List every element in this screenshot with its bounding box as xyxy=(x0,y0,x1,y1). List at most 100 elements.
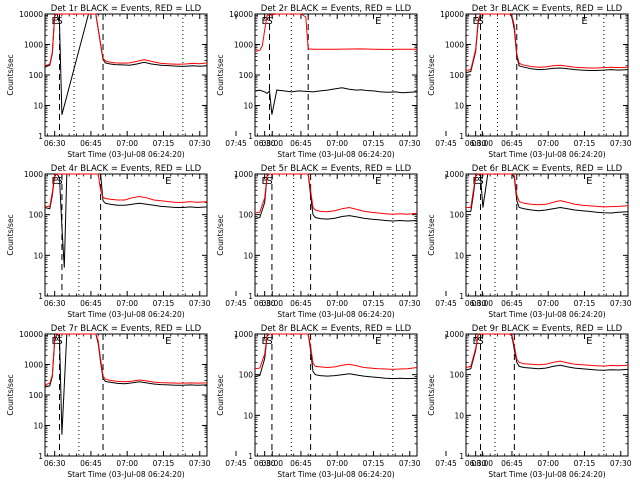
x-tick-label: 07:45 xyxy=(225,459,247,468)
x-tick-label: 07:45 xyxy=(435,139,457,148)
chart-panel-8: Det 8r BLACK = Events, RED = LLD11010010… xyxy=(216,324,493,479)
marker-label-e: E xyxy=(581,16,587,27)
x-tick-label: 06:45 xyxy=(290,139,312,148)
x-tick-label: 07:30 xyxy=(610,459,632,468)
y-tick-label: 1 xyxy=(248,132,253,141)
x-tick-label: 06:45 xyxy=(501,459,523,468)
x-tick-label: 07:45 xyxy=(225,299,247,308)
lld-series-line xyxy=(44,13,208,67)
marker-label-e: E xyxy=(586,176,592,187)
x-axis-label: Start Time (03-Jul-08 06:24:20) xyxy=(488,470,605,479)
x-axis-label: Start Time (03-Jul-08 06:24:20) xyxy=(277,150,394,159)
y-tick-label: 10 xyxy=(243,251,253,260)
marker-label-e: E xyxy=(473,336,479,347)
marker-label-e: E xyxy=(375,16,381,27)
y-tick-label: 1000 xyxy=(445,330,464,339)
marker-label-s: S xyxy=(266,336,272,347)
y-tick-label: 10000 xyxy=(229,10,253,19)
y-tick-label: 100 xyxy=(450,371,465,380)
events-series-line xyxy=(44,173,208,268)
marker-label-s: S xyxy=(477,16,483,27)
marker-label-e: E xyxy=(473,176,479,187)
x-tick-label: 07:15 xyxy=(153,299,175,308)
x-tick-label: 07:00 xyxy=(116,459,138,468)
y-axis-label: Counts/sec xyxy=(427,54,436,95)
x-tick-label: 07:00 xyxy=(326,299,348,308)
x-tick-label: 06:30 xyxy=(465,299,487,308)
y-tick-label: 10 xyxy=(33,102,43,111)
lld-series-line xyxy=(45,173,208,207)
x-tick-label: 06:30 xyxy=(44,299,66,308)
events-series-line xyxy=(254,87,418,115)
marker-label-s: S xyxy=(477,336,483,347)
y-tick-label: 1000 xyxy=(24,170,43,179)
x-tick-label: 08:00 xyxy=(261,299,283,308)
y-tick-label: 100 xyxy=(450,71,465,80)
y-axis-label: Counts/sec xyxy=(6,214,15,255)
y-axis-label: Counts/sec xyxy=(6,374,15,415)
marker-label-e: E xyxy=(375,336,381,347)
lld-series-line xyxy=(254,13,417,52)
x-tick-label: 08:00 xyxy=(471,139,493,148)
x-tick-label: 07:00 xyxy=(326,139,348,148)
x-tick-label: 06:30 xyxy=(44,459,66,468)
x-tick-label: 07:15 xyxy=(363,139,385,148)
y-tick-label: 10 xyxy=(33,251,43,260)
x-tick-label: 06:45 xyxy=(290,459,312,468)
x-tick-label: 07:30 xyxy=(189,299,211,308)
y-tick-label: 100 xyxy=(239,71,254,80)
x-tick-label: 07:15 xyxy=(574,299,596,308)
lld-series-line xyxy=(465,13,629,71)
chart-panel-4: Det 4r BLACK = Events, RED = LLD11010010… xyxy=(6,164,283,319)
y-tick-label: 1 xyxy=(38,132,43,141)
x-tick-label: 07:00 xyxy=(537,299,559,308)
marker-label-e: E xyxy=(165,176,171,187)
y-axis-label: Counts/sec xyxy=(427,214,436,255)
x-tick-label: 06:45 xyxy=(80,459,102,468)
x-tick-label: 08:00 xyxy=(261,139,283,148)
events-series-line xyxy=(466,173,629,214)
chart-title: Det 5r BLACK = Events, RED = LLD xyxy=(261,164,412,174)
marker-label-e: E xyxy=(165,336,171,347)
y-tick-label: 1 xyxy=(38,452,43,461)
y-tick-label: 1 xyxy=(459,132,464,141)
x-tick-label: 06:30 xyxy=(254,459,276,468)
x-tick-label: 07:15 xyxy=(153,139,175,148)
y-tick-label: 10000 xyxy=(440,10,464,19)
marker-label-e: E xyxy=(262,16,268,27)
y-tick-label: 100 xyxy=(450,211,465,220)
events-series-line xyxy=(44,332,208,435)
x-tick-label: 06:45 xyxy=(80,139,102,148)
y-tick-label: 1000 xyxy=(445,170,464,179)
y-tick-label: 10 xyxy=(243,411,253,420)
x-axis-label: Start Time (03-Jul-08 06:24:20) xyxy=(488,310,605,319)
chart-panel-9: Det 9r BLACK = Events, RED = LLD 1 10 100 10… xyxy=(427,324,632,479)
chart-title: Det 2r BLACK = Events, RED = LLD xyxy=(261,4,412,14)
chart-panel-7: Det 7r BLACK = Events, RED = LLD11010010… xyxy=(6,324,283,479)
marker-label-s: S xyxy=(266,16,272,27)
y-axis-label: Counts/sec xyxy=(216,214,225,255)
plot-frame xyxy=(465,333,629,457)
y-tick-label: 10 xyxy=(454,411,464,420)
x-tick-label: 07:15 xyxy=(574,459,596,468)
lld-series-line xyxy=(254,333,418,370)
lld-series-line xyxy=(466,173,629,208)
chart-title: Det 6r BLACK = Events, RED = LLD xyxy=(472,164,623,174)
y-tick-label: 1 xyxy=(38,292,43,301)
y-axis-label: Counts/sec xyxy=(6,54,15,95)
y-tick-label: 10 xyxy=(33,422,43,431)
y-tick-label: 1 xyxy=(459,452,464,461)
plot-frame xyxy=(465,173,629,297)
x-axis-label: Start Time (03-Jul-08 06:24:20) xyxy=(67,310,184,319)
x-tick-label: 06:30 xyxy=(254,139,276,148)
x-tick-label: 07:00 xyxy=(537,139,559,148)
marker-label-e: E xyxy=(586,336,592,347)
events-series-line xyxy=(465,333,629,371)
y-tick-label: 1000 xyxy=(234,41,253,50)
y-tick-label: 100 xyxy=(29,71,44,80)
x-tick-label: 06:45 xyxy=(80,299,102,308)
x-tick-label: 08:00 xyxy=(261,459,283,468)
marker-label-e: E xyxy=(52,176,58,187)
y-tick-label: 1000 xyxy=(24,361,43,370)
